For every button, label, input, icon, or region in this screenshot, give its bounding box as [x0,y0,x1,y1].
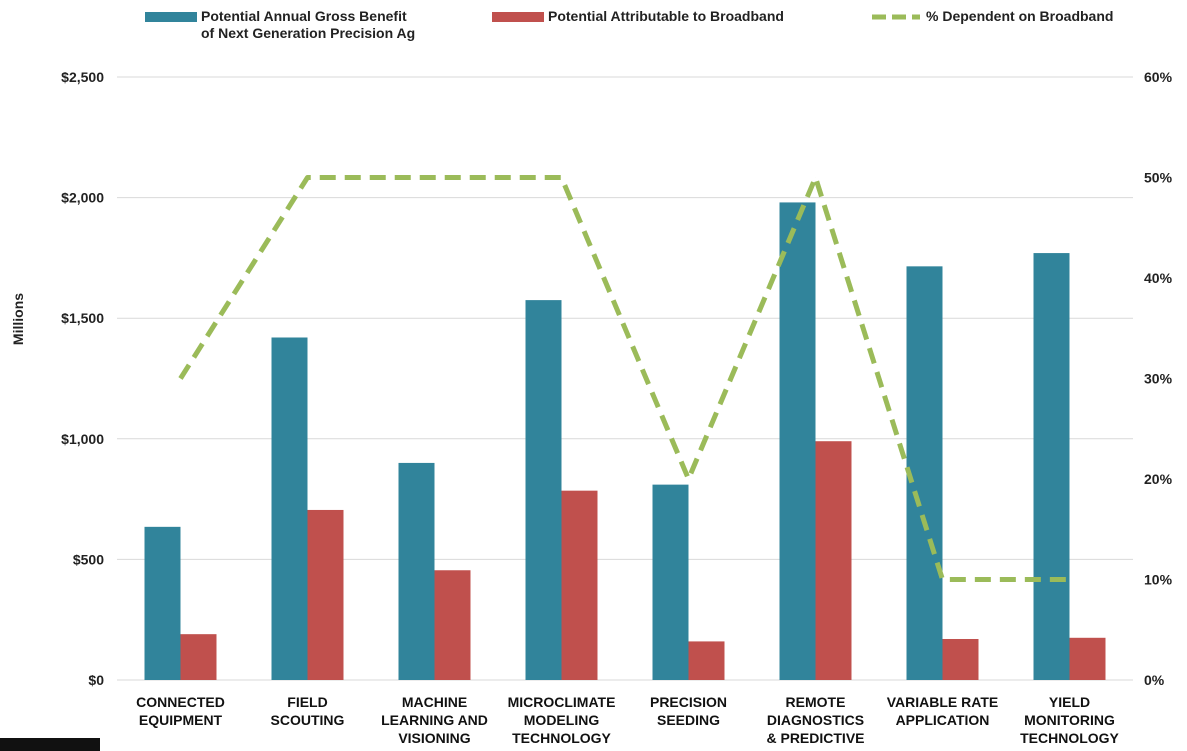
bar-broadband [1069,637,1106,680]
bar-gross-benefit [1033,253,1070,681]
y-tick-label: $0 [88,672,104,688]
legend-item-gross-benefit: Potential Annual Gross Benefit of Next G… [145,8,475,48]
y-tick-label: $500 [73,551,104,567]
legend-label-gross-benefit-line1: Potential Annual Gross Benefit [201,8,407,24]
gridlines [117,76,1133,681]
bar-broadband [815,441,852,680]
y2-axis-labels: 0% 10% 20% 30% 40% 50% 60% [1144,69,1173,688]
bar-broadband [434,570,471,680]
category-label: FIELD SCOUTING [271,694,345,728]
category-label: VARIABLE RATE APPLICATION [887,694,998,728]
y2-tick-label: 10% [1144,572,1173,588]
category-label: CONNECTED EQUIPMENT [136,694,225,728]
y-tick-label: $2,000 [61,190,104,206]
y-axis-labels: $0 $500 $1,000 $1,500 $2,000 $2,500 [61,69,104,688]
y2-tick-label: 50% [1144,170,1173,186]
y2-tick-label: 0% [1144,672,1165,688]
y-axis-title: Millions [10,293,26,345]
bar-broadband [688,641,725,680]
y-tick-label: $1,500 [61,310,104,326]
legend-item-broadband: Potential Attributable to Broadband [492,8,852,28]
legend-swatch-dependent [872,14,920,20]
category-label: MACHINE LEARNING AND VISIONING [381,694,488,746]
y2-tick-label: 20% [1144,471,1173,487]
bar-broadband [561,490,598,680]
bar-gross-benefit [652,484,689,680]
legend-label-broadband: Potential Attributable to Broadband [548,8,784,24]
logo-mark [0,738,100,751]
bar-gross-benefit [779,202,816,680]
dependent-line-path [178,175,1070,582]
bar-gross-benefit [271,337,308,680]
bars [144,202,1106,681]
bar-broadband [307,509,344,680]
legend-item-dependent: % Dependent on Broadband [870,8,1170,28]
y2-tick-label: 60% [1144,69,1173,85]
bar-gross-benefit [525,300,562,680]
bar-gross-benefit [144,526,181,680]
legend-swatch-gross-benefit [145,12,197,22]
y2-tick-label: 40% [1144,270,1173,286]
category-label: REMOTE DIAGNOSTICS & PREDICTIVE [766,694,864,746]
category-label: MICROCLIMATE MODELING TECHNOLOGY [508,694,616,746]
legend-label-dependent: % Dependent on Broadband [926,8,1114,24]
category-label: YIELD MONITORING TECHNOLOGY [1020,694,1119,746]
bar-gross-benefit [906,266,943,680]
bar-broadband [942,638,979,680]
category-labels: CONNECTED EQUIPMENT FIELD SCOUTING MACHINE LE… [136,694,1119,746]
legend-label-gross-benefit-line2: of Next Generation Precision Ag [201,25,416,41]
legend-swatch-broadband [492,12,544,22]
dependent-line [178,175,1070,582]
y2-tick-label: 30% [1144,371,1173,387]
y-tick-label: $2,500 [61,69,104,85]
bar-broadband [180,634,217,680]
y-tick-label: $1,000 [61,431,104,447]
category-label: PRECISION SEEDING [650,694,727,728]
bar-gross-benefit [398,462,435,680]
